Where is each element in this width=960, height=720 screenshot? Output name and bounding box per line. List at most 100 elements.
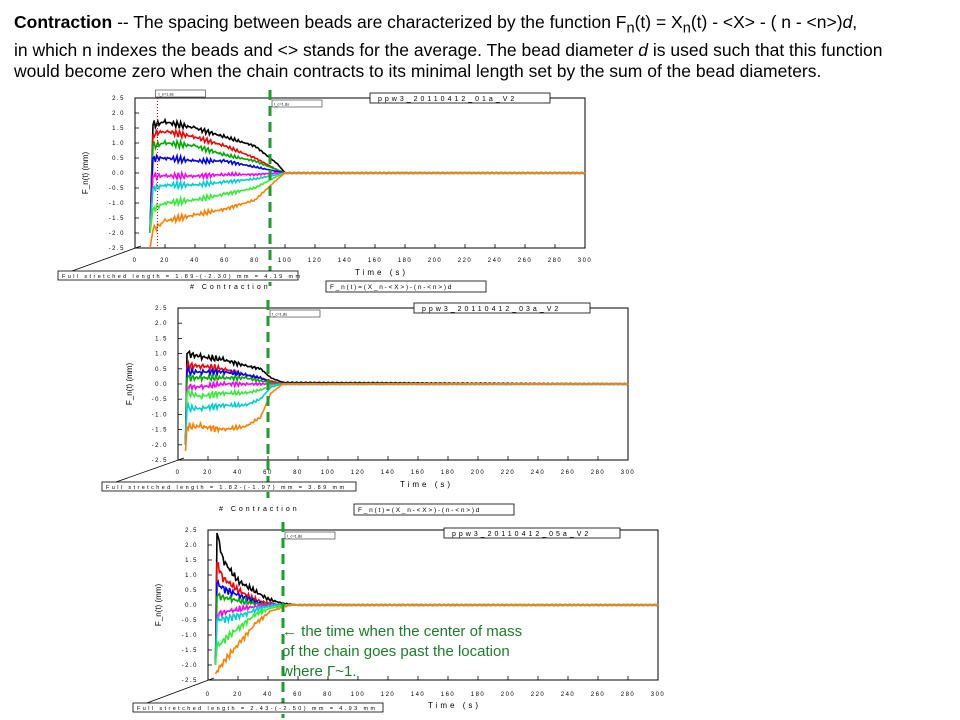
y-axis-label: F_n(t) (mm): [154, 584, 163, 627]
y-tick-label: -0.5: [109, 186, 125, 192]
y-tick-label: 2.5: [185, 528, 198, 534]
series-line-black: [149, 117, 586, 234]
marker-label: t_c=1.8s: [274, 102, 289, 107]
x-tick-label: 40: [263, 692, 273, 698]
x-tick-label: 220: [531, 692, 546, 698]
x-tick-label: 260: [591, 692, 606, 698]
intro-text: is used such that this function: [648, 39, 883, 60]
x-axis-label: Time (s): [355, 268, 408, 277]
x-tick-label: 280: [548, 258, 563, 264]
y-axis-label: F_n(t) (mm): [81, 152, 90, 195]
x-tick-label: 80: [293, 470, 303, 476]
dotted-label-box: [155, 89, 206, 98]
x-tick-label: 20: [203, 470, 213, 476]
intro-text: (t) - <X> - ( n - <n>): [690, 12, 843, 32]
y-tick-label: -1.5: [109, 216, 125, 222]
formula-box: [353, 503, 515, 516]
marker-label-box: [284, 531, 336, 540]
marker-label: t_c=1.8s: [287, 534, 302, 539]
y-tick-label: 1.0: [155, 352, 168, 358]
full-stretch-note: Full stretched length = 2.43-(-2.50) mm …: [137, 706, 378, 712]
x-tick-label: 60: [293, 692, 303, 698]
x-axis-label: Time (s): [428, 701, 481, 710]
y-tick-label: -1.5: [152, 428, 168, 434]
panel-label-box: [443, 527, 621, 539]
y-tick-label: 1.0: [185, 573, 198, 579]
x-tick-label: 100: [351, 692, 366, 698]
series-line-orange: [214, 603, 659, 675]
series-line-orange: [184, 382, 629, 451]
x-tick-label: 300: [651, 692, 666, 698]
x-tick-label: 120: [381, 692, 396, 698]
note-leader-line: [115, 457, 185, 483]
intro-line-3: would become zero when the chain contrac…: [14, 60, 822, 81]
full-stretch-box: [132, 702, 384, 713]
y-tick-label: 0.0: [155, 382, 168, 388]
annotation-line: ← the time when the center of mass: [282, 623, 523, 640]
series-line-lime: [184, 382, 629, 445]
y-tick-label: -2.0: [152, 443, 168, 449]
marker-annotation: ← the time when the center of mass of th…: [282, 622, 552, 682]
y-tick-label: 0.5: [112, 156, 125, 162]
x-tick-label: 160: [441, 692, 456, 698]
panel-label: ppw3_20110412_01a_V2: [378, 96, 517, 103]
subscript: n: [626, 20, 635, 37]
formula-label: F_n(t)=(X_n-<X>)-(n-<n>)d: [330, 284, 453, 291]
x-tick-label: 80: [250, 258, 260, 264]
x-tick-label: 180: [471, 692, 486, 698]
panel-label-box: [413, 302, 591, 314]
y-tick-label: 2.0: [155, 321, 168, 327]
x-tick-label: 140: [381, 470, 396, 476]
series-line-black: [184, 349, 629, 445]
x-tick-label: 280: [591, 470, 606, 476]
intro-line-2: in which n indexes the beads and <> stan…: [14, 40, 954, 61]
y-tick-label: -0.5: [182, 618, 198, 624]
y-tick-label: 2.5: [112, 96, 125, 102]
formula-box: [325, 280, 487, 293]
annotation-line: of the chain goes past the location: [282, 643, 510, 660]
x-tick-label: 300: [578, 258, 593, 264]
x-tick-label: 260: [518, 258, 533, 264]
formula-label: F_n(t)=(X_n-<X>)-(n-<n>)d: [358, 507, 481, 514]
x-tick-label: 0: [176, 470, 181, 476]
contraction-label: # Contraction: [219, 506, 300, 513]
y-tick-label: 2.0: [185, 543, 198, 549]
x-tick-label: 60: [220, 258, 230, 264]
intro-text: ,: [852, 12, 858, 32]
y-tick-label: 1.0: [112, 141, 125, 147]
y-tick-label: 1.5: [185, 558, 198, 564]
y-tick-label: -1.0: [109, 201, 125, 207]
intro-text: -- The spacing between beads are charact…: [112, 12, 627, 32]
y-tick-label: 0.5: [185, 588, 198, 594]
x-tick-label: 120: [351, 470, 366, 476]
marker-label-box: [271, 99, 323, 108]
y-tick-label: -1.0: [152, 412, 168, 418]
subscript: n: [682, 20, 691, 37]
note-leader-line: [146, 677, 215, 704]
full-stretch-box: [57, 270, 299, 281]
marker-label-box: [269, 309, 321, 318]
series-line-red: [149, 128, 586, 234]
x-tick-label: 100: [321, 470, 336, 476]
series-line-cyan: [149, 171, 586, 234]
x-tick-label: 220: [501, 470, 516, 476]
y-tick-label: -2.5: [109, 246, 125, 252]
x-tick-label: 0: [206, 692, 211, 698]
x-tick-label: 0: [133, 258, 138, 264]
y-tick-label: -1.0: [182, 633, 198, 639]
full-stretch-note: Full stretched length = 1.82-(-1.97) mm …: [106, 485, 347, 491]
dotted-label: t_s=1.8s: [159, 92, 174, 97]
intro-line-1: Contraction -- The spacing between beads…: [14, 12, 954, 40]
x-tick-label: 40: [190, 258, 200, 264]
x-tick-label: 140: [338, 258, 353, 264]
x-tick-label: 180: [441, 470, 456, 476]
x-tick-label: 240: [561, 692, 576, 698]
intro-text: in which n indexes the beads and <> stan…: [14, 39, 639, 60]
y-tick-label: 2.5: [155, 306, 168, 312]
y-tick-label: -2.0: [109, 231, 125, 237]
x-tick-label: 200: [428, 258, 443, 264]
y-tick-label: -2.5: [152, 458, 168, 464]
x-tick-label: 160: [411, 470, 426, 476]
x-tick-label: 20: [233, 692, 243, 698]
